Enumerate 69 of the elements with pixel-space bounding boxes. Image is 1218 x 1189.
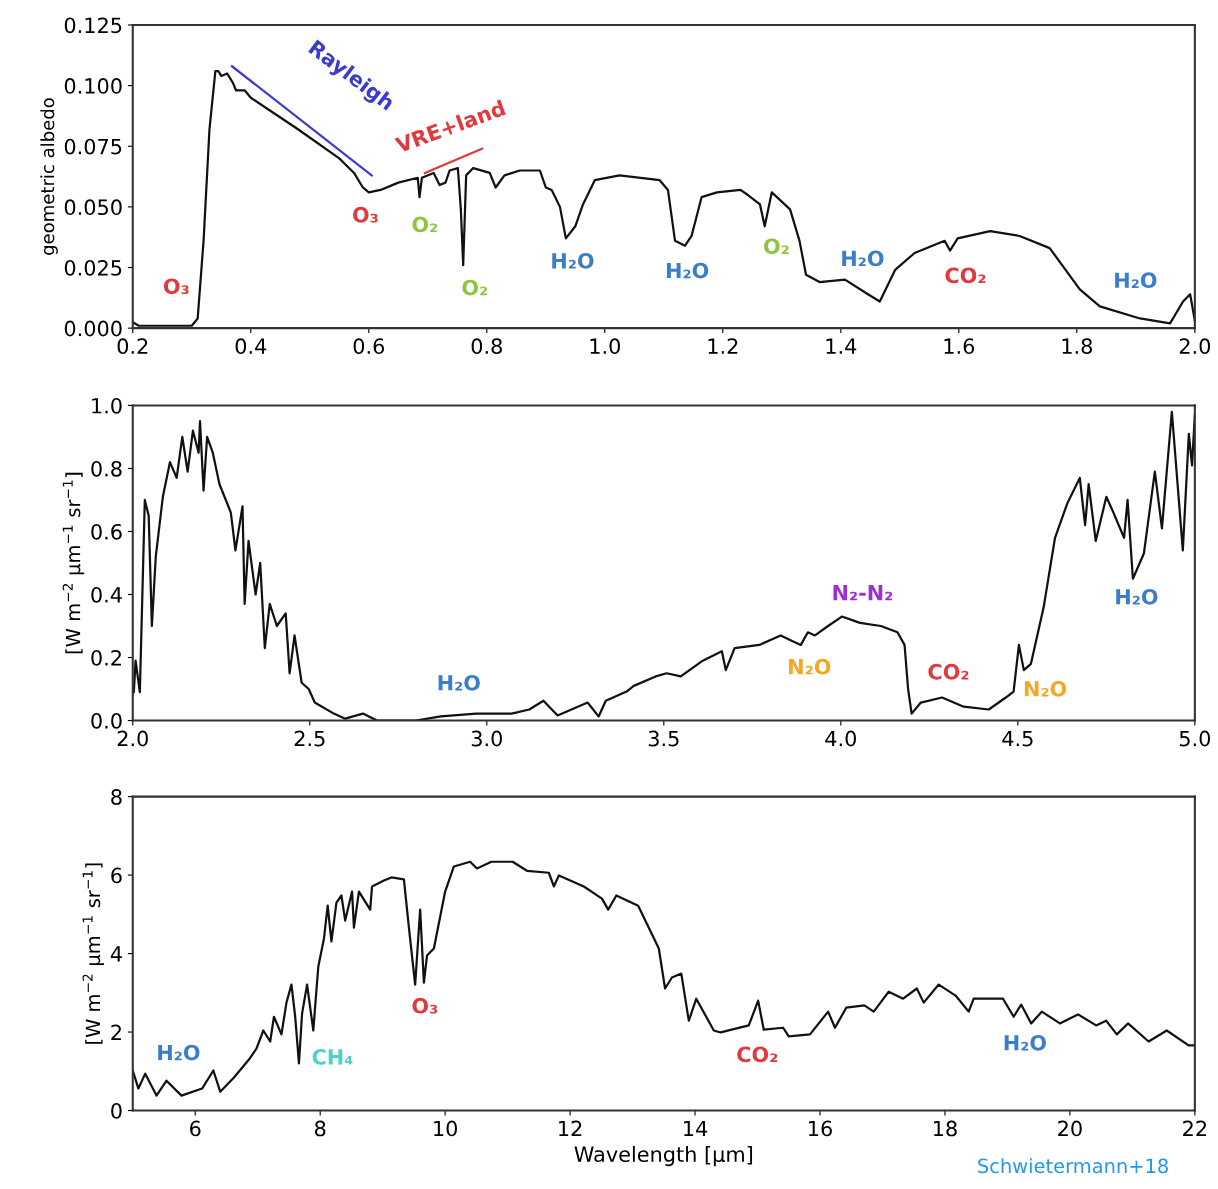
- x-tick-label: 12: [559, 1120, 582, 1137]
- x-tick-label: 14: [684, 1120, 708, 1137]
- y-tick-label: 0.000: [64, 320, 122, 337]
- x-tick-label: 4.0: [825, 730, 857, 747]
- y-axis-title: geometric albedo: [40, 98, 58, 255]
- annotation: H₂O: [1116, 588, 1158, 605]
- x-tick-label: 0.8: [471, 338, 502, 355]
- x-tick-label: 5.0: [1179, 730, 1211, 747]
- annotation: O₃: [163, 278, 189, 295]
- x-tick-label: 22: [1183, 1120, 1207, 1137]
- y-tick-label: 4: [110, 946, 122, 962]
- x-tick-label: 2.0: [117, 730, 148, 747]
- y-tick-label: 0.125: [64, 17, 122, 34]
- y-tick-label: 0.0: [91, 712, 122, 729]
- annotation: O₂: [412, 216, 438, 233]
- annotation: CO₂: [945, 267, 986, 284]
- x-tick-label: 2.0: [1179, 338, 1211, 355]
- x-tick-label: 18: [933, 1120, 957, 1137]
- line-series: [132, 860, 1195, 1097]
- annotation: N₂-N₂: [833, 585, 893, 601]
- x-tick-label: 6: [190, 1120, 201, 1137]
- y-tick-label: 1.0: [92, 397, 122, 414]
- x-tick-label: 8: [314, 1120, 326, 1137]
- x-tick-label: 2.5: [294, 730, 325, 747]
- annotation: CH₄: [312, 1049, 353, 1065]
- annotation: O₃: [352, 206, 378, 223]
- y-tick-label: 0.050: [64, 199, 122, 216]
- y-tick-label: 0.100: [64, 78, 122, 94]
- y-tick-label: 0.025: [64, 259, 122, 276]
- annotation: O₃: [412, 997, 438, 1014]
- y-tick-label: 2: [111, 1024, 121, 1040]
- x-tick-label: 1.8: [1062, 338, 1092, 355]
- y-tick-label: 0.075: [64, 138, 122, 155]
- annotation: N₂O: [789, 658, 831, 675]
- x-tick-label: 20: [1058, 1120, 1082, 1137]
- annotation: H₂O: [158, 1044, 200, 1061]
- y-tick-label: 0.6: [91, 523, 122, 540]
- y-tick-label: 0: [111, 1102, 122, 1119]
- annotation: H₂O: [438, 674, 480, 691]
- annotation: H₂O: [552, 252, 594, 269]
- x-tick-label: 16: [809, 1120, 832, 1137]
- y-tick-label: 0.2: [91, 649, 121, 666]
- x-tick-label: 1.2: [708, 338, 738, 354]
- x-tick-label: 1.4: [826, 338, 857, 354]
- x-tick-label: 4.5: [1002, 730, 1033, 747]
- x-tick-label: 0.4: [235, 338, 267, 355]
- annotation: O₂: [462, 279, 488, 296]
- annotation: H₂O: [1115, 272, 1157, 289]
- text: Schwietermann+18: [978, 1158, 1168, 1174]
- annotation: H₂O: [666, 262, 709, 279]
- annotation: CO₂: [928, 663, 969, 680]
- x-tick-label: 0.6: [353, 338, 385, 355]
- annotation: H₂O: [842, 250, 884, 267]
- x-tick-label: 3.5: [648, 730, 679, 747]
- x-tick-label: 1.0: [590, 338, 620, 355]
- y-tick-label: 8: [111, 789, 122, 805]
- y-tick-label: 6: [111, 867, 122, 884]
- x-tick-label: 3.0: [471, 730, 502, 747]
- y-tick-label: 0.8: [91, 460, 122, 477]
- annotation: N₂O: [1024, 680, 1067, 697]
- annotation: CO₂: [737, 1046, 778, 1063]
- y-tick-label: 0.4: [91, 586, 122, 603]
- y-axis-title: [W m$^{−2}$ μm$^{−1}$ sr$^{−1}$]: [82, 863, 105, 1044]
- y-axis-title: [W m$^{−2}$ μm$^{−1}$ sr$^{−1}$]: [62, 472, 85, 654]
- x-tick-label: 10: [434, 1120, 458, 1137]
- annotation: O₂: [764, 238, 789, 255]
- x-tick-label: 1.6: [944, 338, 975, 355]
- annotation: H₂O: [1004, 1034, 1047, 1051]
- x-axis-title: Wavelength [μm]: [574, 1145, 753, 1167]
